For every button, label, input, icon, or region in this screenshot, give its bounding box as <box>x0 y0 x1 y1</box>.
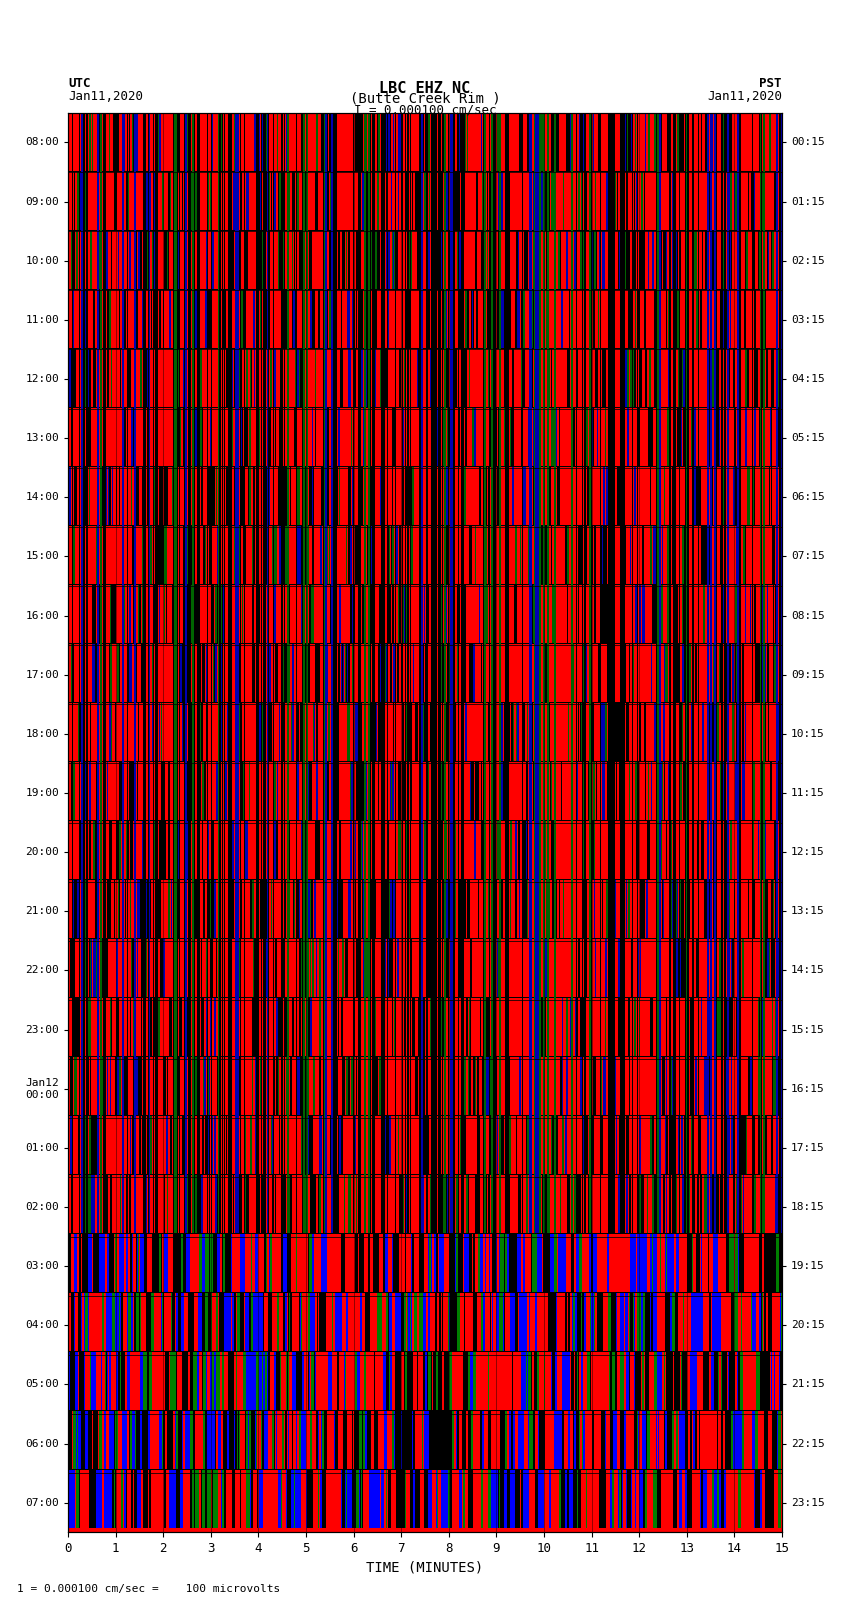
X-axis label: TIME (MINUTES): TIME (MINUTES) <box>366 1561 484 1574</box>
Text: 1 = 0.000100 cm/sec =    100 microvolts: 1 = 0.000100 cm/sec = 100 microvolts <box>17 1584 280 1594</box>
Text: Jan11,2020: Jan11,2020 <box>68 90 143 103</box>
Text: LBC EHZ NC: LBC EHZ NC <box>379 81 471 95</box>
Text: UTC: UTC <box>68 77 90 90</box>
Text: Jan11,2020: Jan11,2020 <box>707 90 782 103</box>
Text: (Butte Creek Rim ): (Butte Creek Rim ) <box>349 92 501 106</box>
Text: PST: PST <box>760 77 782 90</box>
Text: I = 0.000100 cm/sec: I = 0.000100 cm/sec <box>354 103 496 116</box>
